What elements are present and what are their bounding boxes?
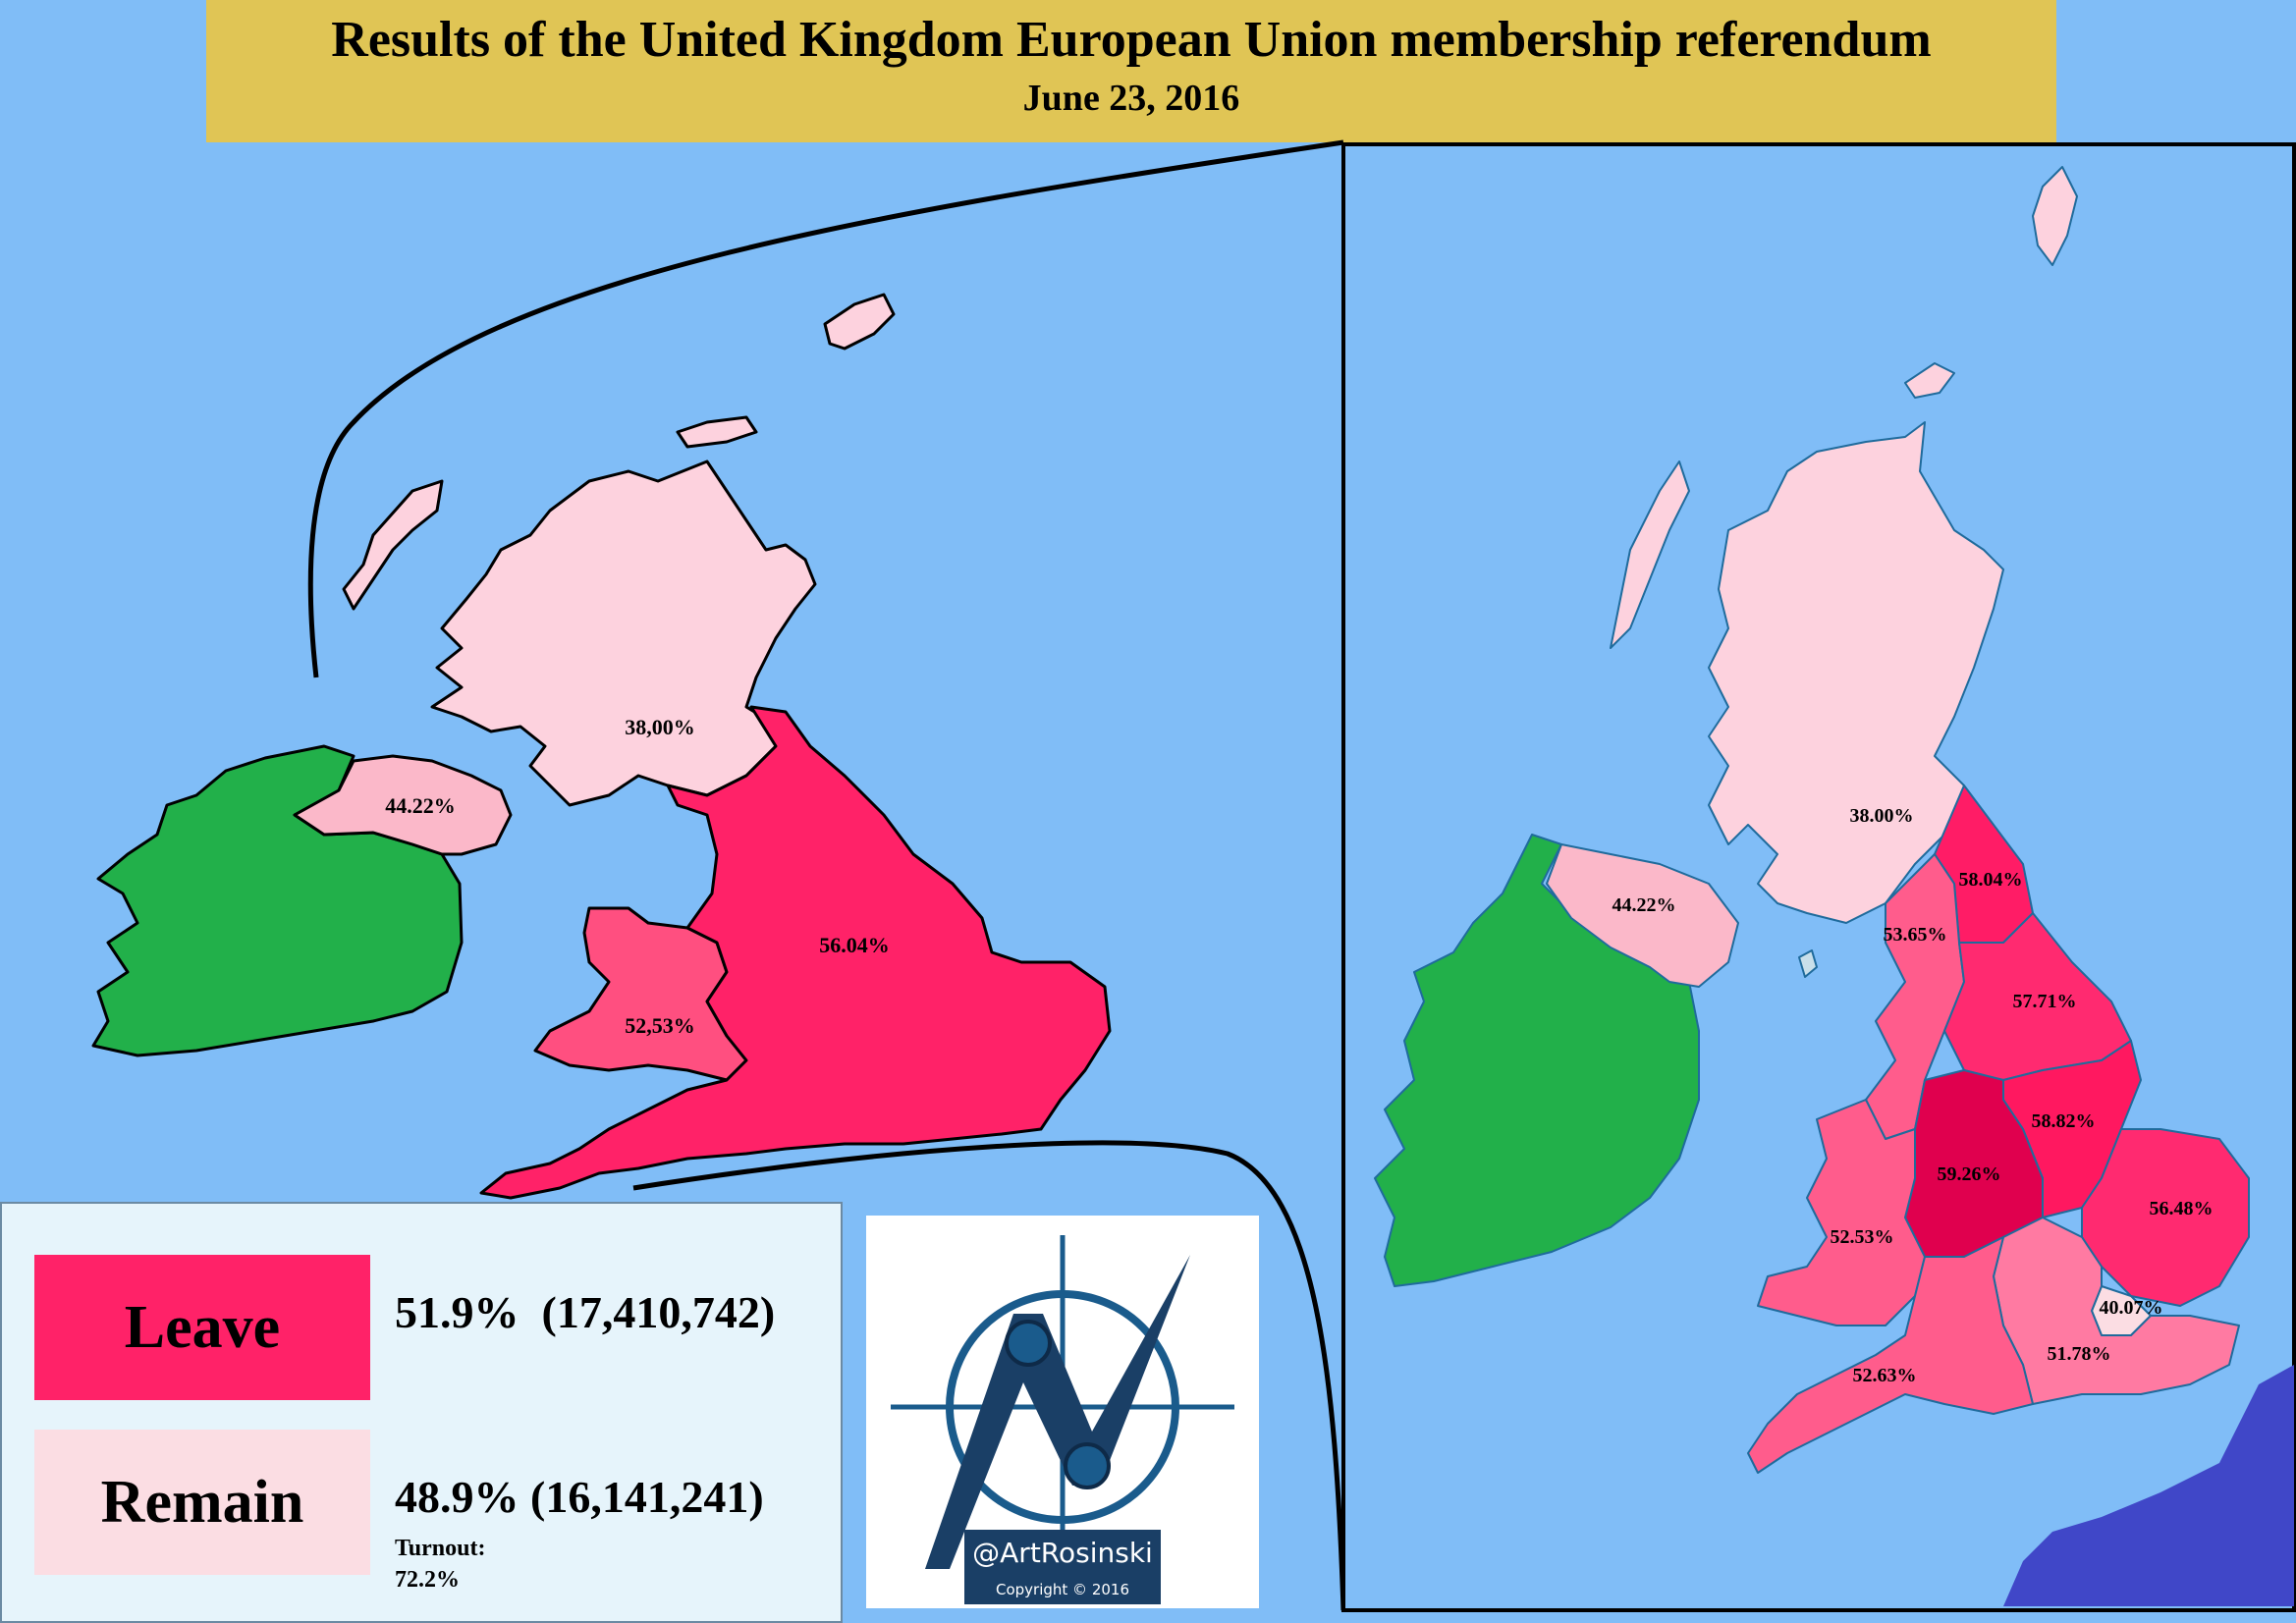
leave-value: 51.9% (17,410,742) [395, 1287, 776, 1337]
left-map [91, 293, 1112, 1200]
right-label-north-west: 53.65% [1884, 924, 1947, 946]
left-england [479, 705, 1112, 1200]
remain-value: 48.9% (16,141,241) [395, 1472, 764, 1522]
right-shetland [2032, 166, 2078, 266]
right-map [1374, 166, 2250, 1474]
right-label-south-west: 52.63% [1853, 1365, 1917, 1386]
right-label-south-east: 51.78% [2048, 1343, 2111, 1365]
left-label-england: 56.04% [819, 933, 890, 957]
right-scotland [1708, 421, 2004, 924]
logo-handle: @ArtRosinski [964, 1530, 1161, 1577]
artist-logo: @ArtRosinski Copyright © 2016 [866, 1216, 1259, 1608]
zoom-connector-bottom [632, 1140, 1346, 1611]
title-banner: Results of the United Kingdom European U… [206, 0, 2056, 142]
left-orkney [676, 415, 758, 449]
zoom-connector-top [307, 139, 1344, 678]
right-orkney [1904, 362, 1955, 399]
right-france [2003, 1365, 2294, 1606]
page-title: Results of the United Kingdom European U… [331, 12, 1932, 68]
right-label-london: 40.07% [2100, 1297, 2163, 1319]
logo-emblem-icon [891, 1235, 1234, 1569]
leave-swatch: Leave [34, 1255, 370, 1400]
right-northern-ireland [1546, 843, 1739, 988]
right-wales [1757, 1099, 1926, 1326]
right-isle-of-man [1798, 949, 1818, 978]
right-label-yorkshire: 57.71% [2013, 991, 2077, 1012]
turnout-value: 72.2% [395, 1567, 460, 1593]
page-date: June 23, 2016 [1022, 78, 1240, 119]
right-south-west [1747, 1236, 2034, 1474]
leave-label: Leave [124, 1293, 281, 1361]
right-outer-hebrides [1610, 460, 1690, 649]
right-label-northern-ireland: 44.22% [1613, 894, 1676, 916]
left-label-wales: 52,53% [625, 1013, 695, 1038]
left-scotland [430, 460, 817, 807]
right-label-west-midlands: 59.26% [1938, 1163, 2001, 1185]
remain-label: Remain [100, 1468, 304, 1536]
remain-swatch: Remain [34, 1430, 370, 1575]
right-label-scotland: 38.00% [1850, 805, 1914, 827]
left-label-northern-ireland: 44.22% [385, 793, 456, 818]
left-outer-hebrides [342, 479, 444, 611]
left-northern-ireland [293, 754, 513, 856]
right-label-east-midlands: 58.82% [2032, 1110, 2096, 1132]
turnout-label: Turnout: [395, 1536, 486, 1561]
right-label-wales: 52.53% [1831, 1226, 1894, 1248]
legend-panel: Leave 51.9% (17,410,742) Remain 48.9% (1… [0, 1202, 843, 1623]
right-label-east-of-england: 56.48% [2150, 1198, 2214, 1219]
logo-copyright: Copyright © 2016 [964, 1577, 1161, 1604]
left-label-scotland: 38,00% [625, 715, 695, 739]
left-shetland [823, 293, 896, 351]
right-label-north-east: 58.04% [1959, 869, 2023, 891]
